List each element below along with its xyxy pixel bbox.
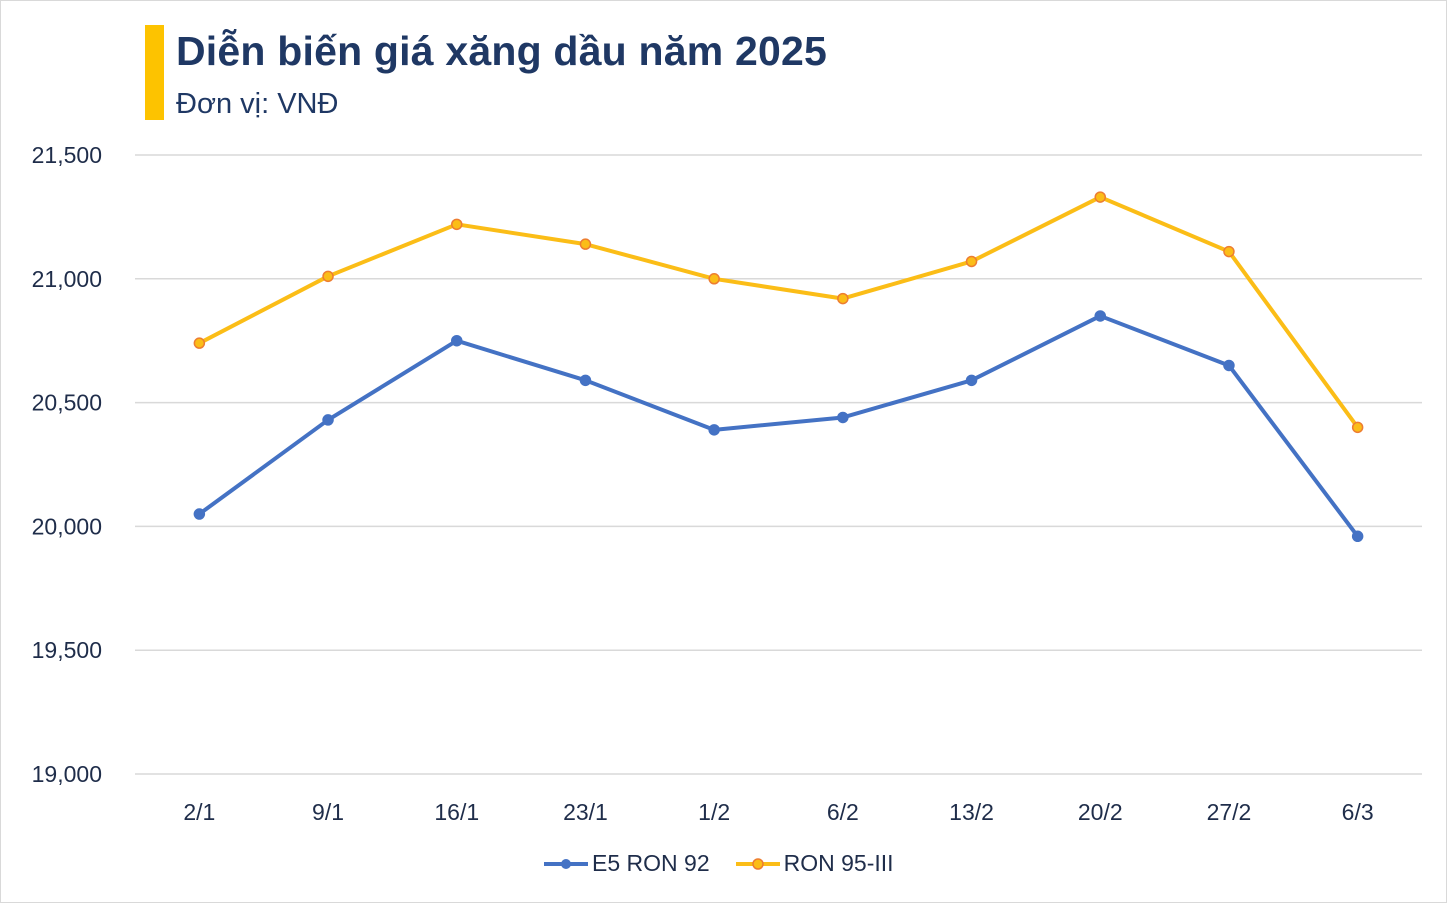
data-point-marker[interactable]	[579, 374, 592, 387]
data-point-marker[interactable]	[1223, 245, 1235, 258]
legend-label: E5 RON 92	[592, 850, 710, 876]
legend-item-e5-ron92[interactable]: E5 RON 92	[544, 850, 710, 877]
data-point-marker[interactable]	[322, 270, 334, 283]
blue-line-marker-icon	[544, 858, 588, 869]
x-tick-label: 20/2	[1078, 799, 1123, 825]
data-point-marker[interactable]	[193, 337, 206, 349]
data-point-marker[interactable]	[322, 414, 334, 426]
legend-item-ron95[interactable]: RON 95-III	[735, 850, 894, 877]
x-tick-label: 27/2	[1207, 799, 1252, 825]
series-line	[198, 195, 1360, 429]
x-tick-label: 13/2	[949, 799, 994, 825]
data-point-marker[interactable]	[708, 424, 720, 436]
data-point-marker[interactable]	[837, 292, 849, 305]
data-point-marker[interactable]	[965, 255, 978, 268]
data-point-marker[interactable]	[1223, 359, 1235, 372]
series-line	[198, 313, 1360, 538]
data-point-marker[interactable]	[579, 238, 592, 250]
chart-title: Diễn biến giá xăng dầu năm 2025	[176, 28, 828, 74]
y-axis: 19,000 19,500 20,000 20,500 21,000 21,500	[32, 142, 102, 787]
title-accent-bar	[145, 25, 164, 120]
x-tick-label: 16/1	[434, 799, 479, 825]
x-tick-label: 6/2	[827, 799, 859, 825]
x-tick-label: 2/1	[183, 799, 215, 825]
y-tick-label: 19,500	[32, 637, 102, 663]
data-point-marker[interactable]	[965, 374, 978, 387]
data-point-marker[interactable]	[451, 334, 463, 347]
data-point-marker[interactable]	[1094, 310, 1106, 322]
data-point-marker[interactable]	[837, 411, 849, 424]
data-point-marker[interactable]	[1351, 530, 1364, 543]
yellow-line-marker-icon	[735, 857, 780, 870]
y-tick-label: 20,000	[32, 513, 102, 539]
x-tick-label: 23/1	[563, 799, 608, 825]
legend: E5 RON 92 RON 95-III	[544, 850, 894, 877]
data-point-marker[interactable]	[193, 508, 206, 520]
y-tick-label: 20,500	[32, 390, 102, 416]
y-tick-label: 21,000	[32, 266, 102, 292]
y-tick-label: 21,500	[32, 142, 102, 168]
series-layer	[193, 191, 1364, 543]
y-tick-label: 19,000	[32, 761, 102, 787]
gridlines	[135, 154, 1422, 775]
data-point-marker[interactable]	[708, 273, 720, 285]
series-ron95-iii	[193, 191, 1364, 434]
x-tick-label: 1/2	[698, 799, 730, 825]
x-axis: 2/1 9/1 16/1 23/1 1/2 6/2 13/2 20/2 27/2 6/3	[183, 799, 1373, 825]
legend-label: RON 95-III	[783, 850, 894, 876]
data-point-marker[interactable]	[451, 218, 463, 231]
data-point-marker[interactable]	[1094, 191, 1106, 203]
data-point-marker[interactable]	[1351, 421, 1364, 434]
x-tick-label: 9/1	[312, 799, 344, 825]
x-tick-label: 6/3	[1342, 799, 1374, 825]
series-e5-ron92	[193, 310, 1364, 543]
chart-subtitle: Đơn vị: VNĐ	[176, 88, 339, 120]
